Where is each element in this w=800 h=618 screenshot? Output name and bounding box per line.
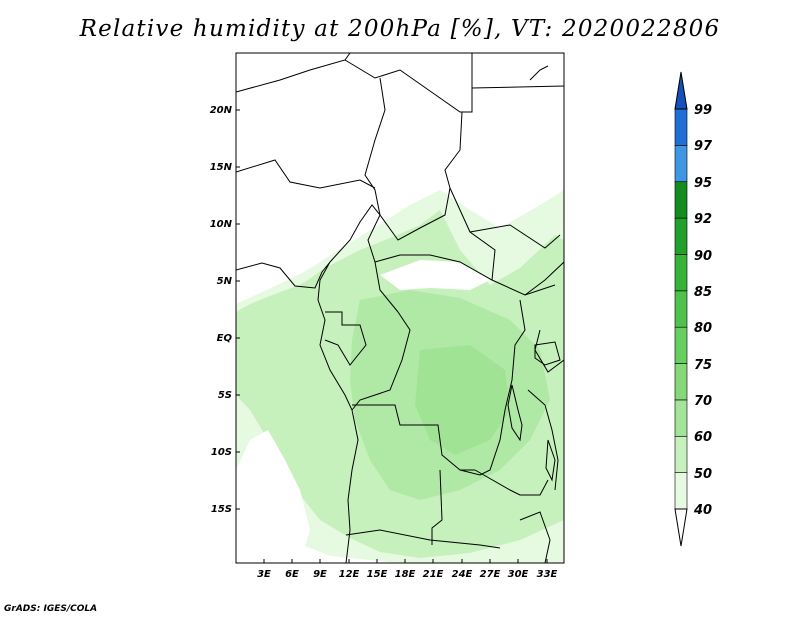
- colorbar-label-75: 75: [694, 358, 712, 373]
- lat-label-20n: 20N: [210, 105, 233, 116]
- border-chad-sudan: [449, 187, 496, 281]
- border-congo-drc: [351, 311, 411, 411]
- humidity-gap-north: [380, 260, 490, 290]
- coastline-west-africa: [236, 261, 359, 563]
- colorbar-segment: [674, 217, 688, 255]
- colorbar-segment: [674, 108, 688, 146]
- colorbar-label-90: 90: [694, 249, 712, 264]
- border-tanzania: [527, 389, 559, 491]
- lat-label-5n: 5N: [217, 276, 233, 287]
- colorbar-label-50: 50: [694, 467, 712, 482]
- border-mozambique: [519, 511, 551, 563]
- lat-label-eq: EQ: [217, 333, 233, 344]
- lon-label-30e: 30E: [508, 569, 529, 580]
- lon-label-24e: 24E: [452, 569, 473, 580]
- colorbar-label-95: 95: [694, 176, 712, 191]
- colorbar-label-80: 80: [694, 321, 712, 336]
- lat-label-15s: 15S: [211, 504, 232, 515]
- lat-ticks: [236, 109, 240, 510]
- colorbar-segment: [674, 290, 688, 328]
- colorbar-segment: [674, 145, 688, 183]
- colorbar-segment: [674, 399, 688, 437]
- colorbar-segment: [674, 472, 688, 510]
- lat-label-10n: 10N: [210, 219, 233, 230]
- border-congo-gabon: [324, 311, 367, 366]
- border-sudan-ssudan: [469, 224, 561, 249]
- map-frame: [235, 52, 565, 564]
- lake-victoria: [534, 341, 561, 366]
- colorbar-segments: [674, 108, 688, 510]
- border-angola-zambia: [431, 469, 443, 545]
- lake-malawi: [545, 439, 556, 482]
- border-niger-chad: [364, 77, 386, 216]
- lon-ticks: [263, 559, 548, 563]
- border-kenya-uganda: [534, 329, 564, 373]
- lon-label-12e: 12E: [339, 569, 360, 580]
- lake-tanganyika: [507, 384, 523, 442]
- border-egypt-sudan: [471, 85, 564, 89]
- colorbar-segment: [674, 181, 688, 219]
- colorbar-label-40: 40: [693, 503, 712, 518]
- border-niger-nigeria: [236, 159, 376, 189]
- lat-label-5s: 5S: [218, 390, 232, 401]
- colorbar-top-arrow: [674, 71, 688, 110]
- border-algeria-niger: [236, 53, 351, 93]
- colorbar-label-70: 70: [694, 394, 712, 409]
- lon-label-27e: 27E: [480, 569, 501, 580]
- lat-label-10s: 10S: [211, 447, 232, 458]
- lon-label-9e: 9E: [313, 569, 327, 580]
- colorbar-label-60: 60: [694, 430, 712, 445]
- lon-label-15e: 15E: [367, 569, 388, 580]
- humidity-gap: [236, 430, 310, 563]
- border-drc-east: [459, 299, 526, 476]
- colorbar-bottom-arrow: [674, 508, 688, 547]
- border-libya: [344, 53, 473, 113]
- colorbar-segment: [674, 363, 688, 401]
- colorbar-segment: [674, 254, 688, 292]
- lat-label-15n: 15N: [210, 162, 233, 173]
- colorbar-label-85: 85: [694, 285, 712, 300]
- colorbar-label-97: 97: [694, 139, 713, 154]
- border-angola-namibia: [345, 529, 501, 549]
- colorbar-segment: [674, 326, 688, 364]
- lon-label-3e: 3E: [257, 569, 271, 580]
- border-chad-car: [379, 111, 463, 241]
- lon-label-21e: 21E: [423, 569, 444, 580]
- lon-label-18e: 18E: [395, 569, 416, 580]
- colorbar-label-99: 99: [694, 103, 712, 118]
- map-title: Relative humidity at 200hPa [%], VT: 202…: [79, 16, 721, 42]
- coastline-red-sea: [529, 65, 549, 81]
- humidity-band-60-70: [350, 290, 550, 500]
- border-ssudan-east: [524, 261, 564, 296]
- colorbar-label-92: 92: [694, 212, 712, 227]
- colorbar-segment: [674, 435, 688, 473]
- country-borders: [236, 53, 564, 563]
- lon-label-6e: 6E: [285, 569, 299, 580]
- lon-label-33e: 33E: [537, 569, 558, 580]
- grads-credit: GrADS: IGES/COLA: [4, 604, 98, 614]
- border-zambia-east: [474, 469, 549, 496]
